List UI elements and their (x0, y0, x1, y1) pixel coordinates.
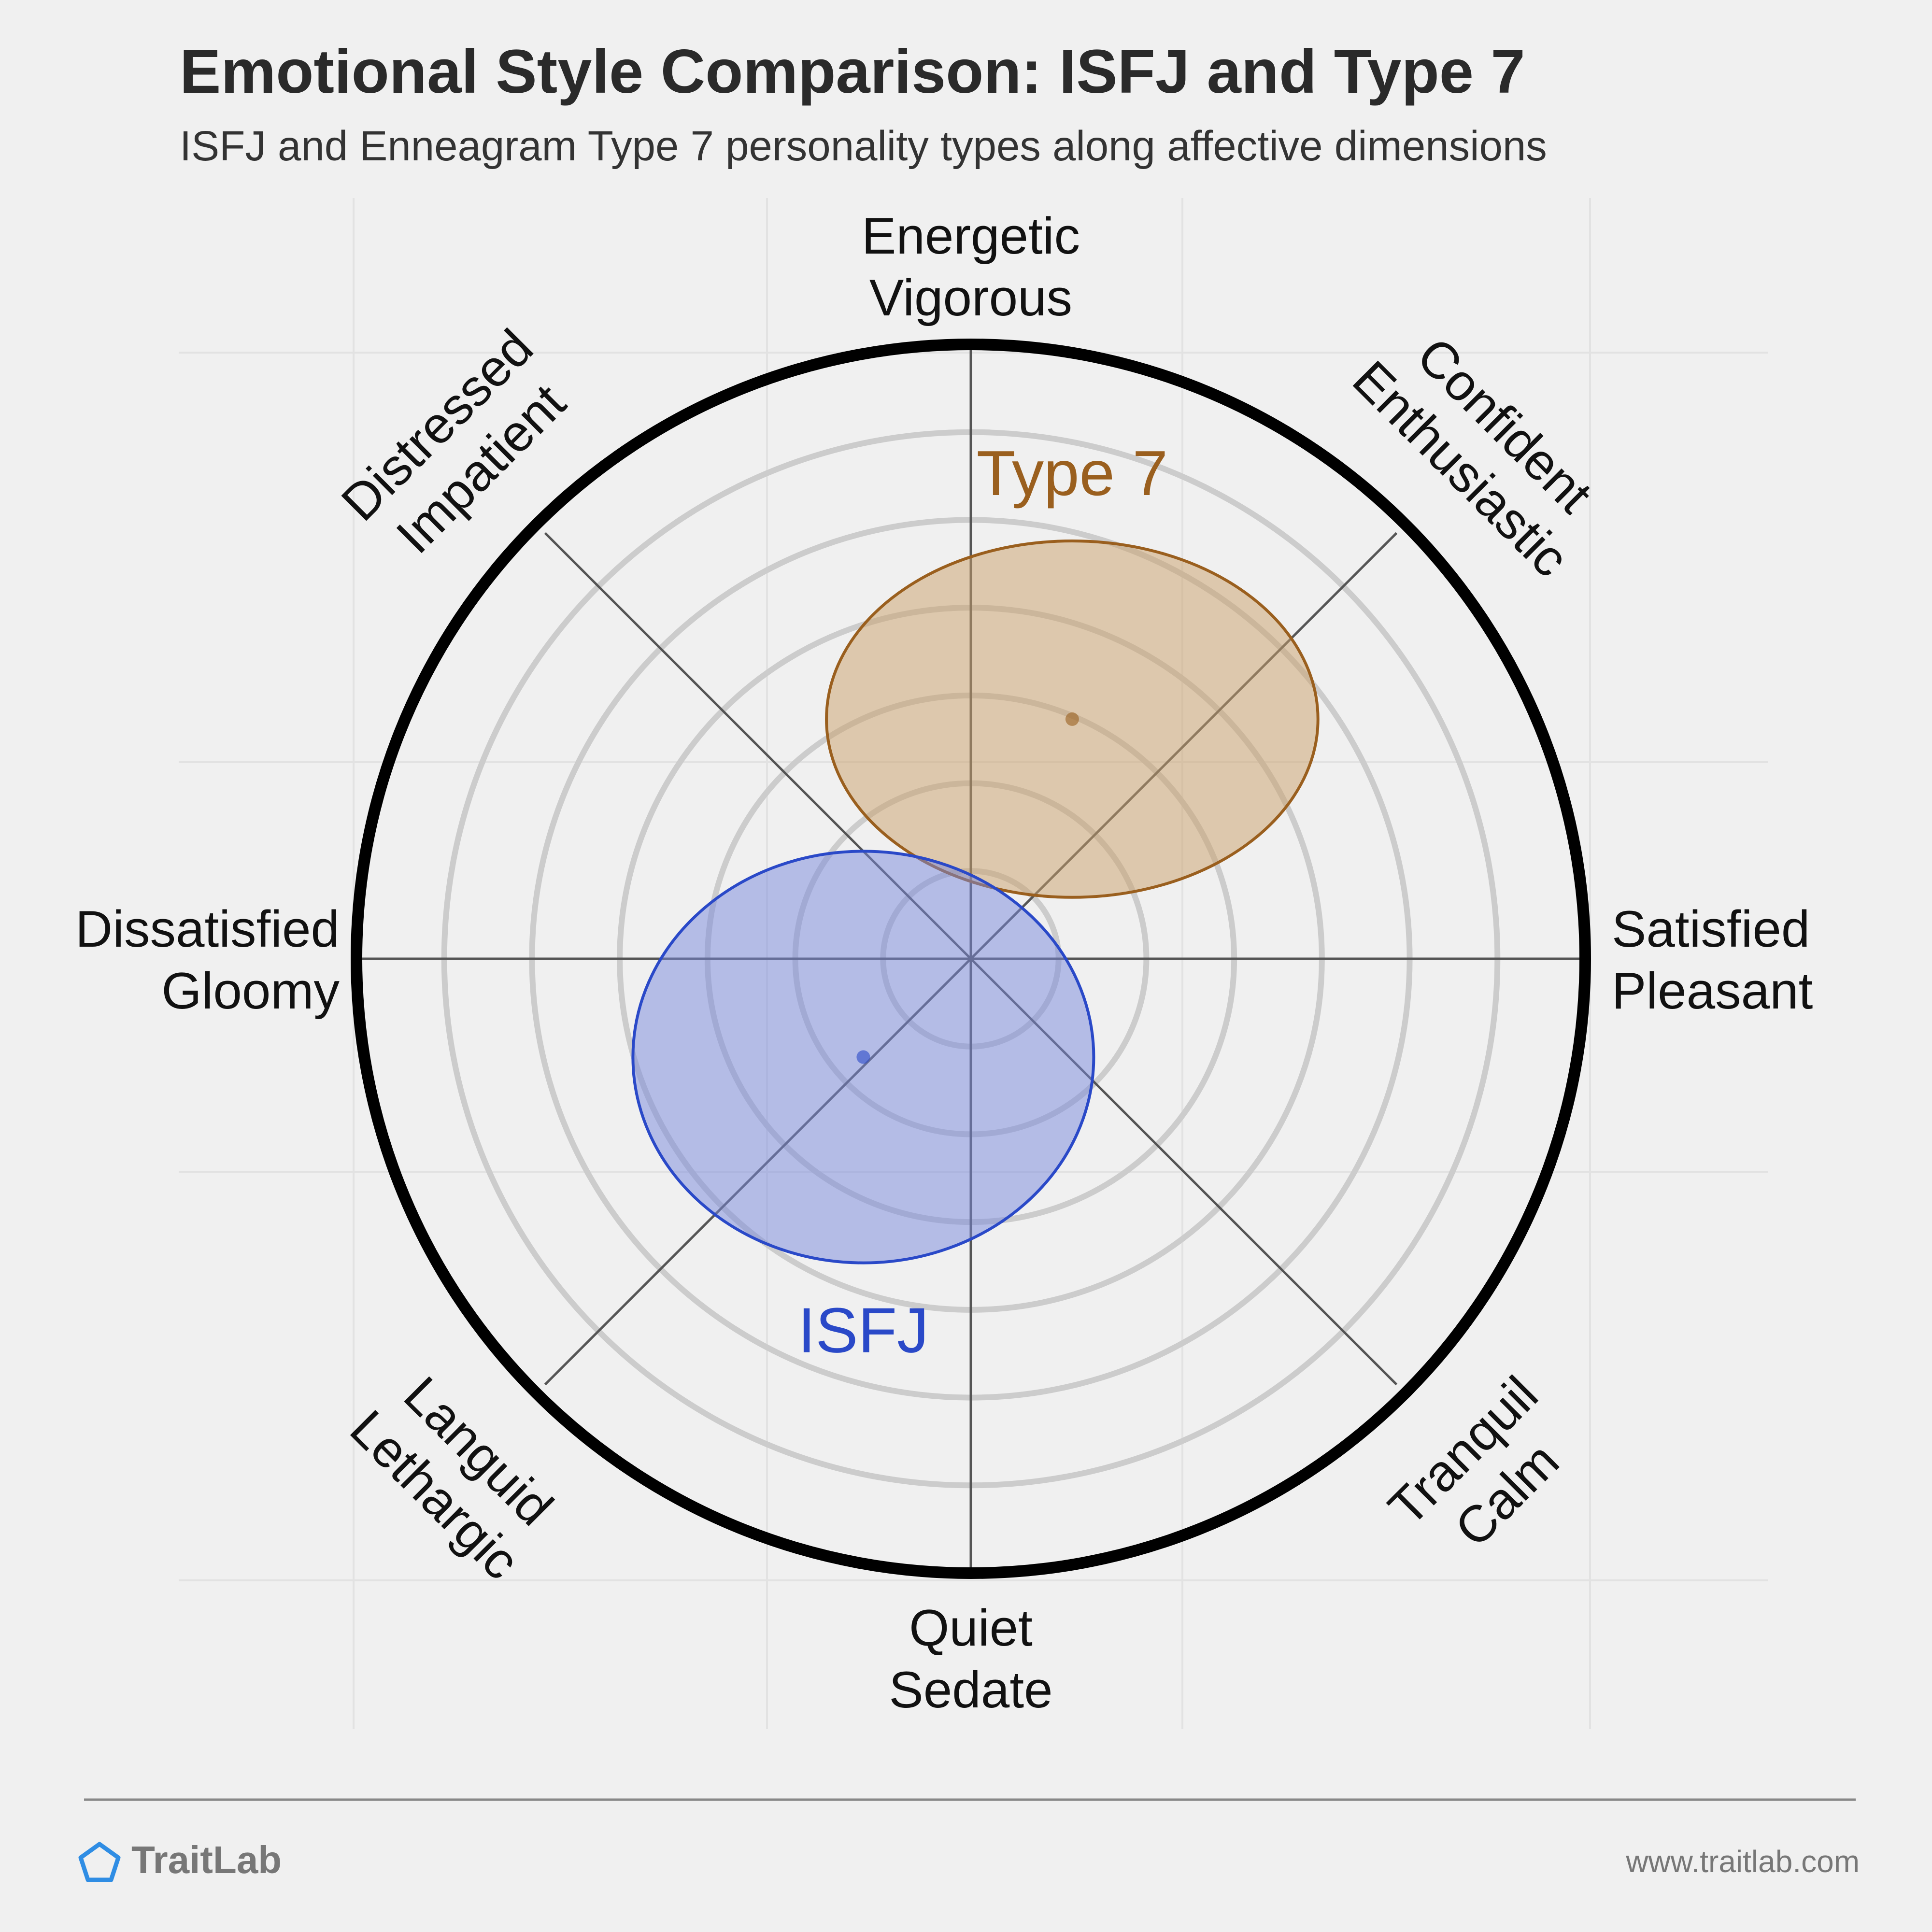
axis-label-line-gloomy: Gloomy (161, 962, 340, 1020)
axis-label-line-sedate: Sedate (889, 1661, 1052, 1719)
axis-label-line-pleasant: Pleasant (1612, 962, 1813, 1020)
axis-label-line-vigorous: Vigorous (869, 269, 1072, 327)
series-layer: Type 7 ISFJ (631, 438, 1320, 1366)
series-center-type-7 (1065, 712, 1079, 726)
chart-subtitle: ISFJ and Enneagram Type 7 personality ty… (180, 123, 1547, 170)
axis-label-line-dissatisfied: Dissatisfied (75, 900, 340, 958)
axis-labels: EnergeticVigorousConfidentEnthusiasticSa… (75, 207, 1813, 1719)
outer-circle (351, 339, 1591, 1579)
series-label-type-7: Type 7 (977, 438, 1168, 509)
series-center-isfj (856, 1050, 870, 1064)
series-label-isfj: ISFJ (798, 1295, 929, 1366)
traitlab-logo-icon (78, 1842, 121, 1882)
axis-label-line-quiet: Quiet (909, 1599, 1033, 1657)
chart-title: Emotional Style Comparison: ISFJ and Typ… (180, 37, 1525, 106)
site-url: www.traitlab.com (1625, 1844, 1860, 1879)
axis-label-line-satisfied: Satisfied (1612, 900, 1810, 958)
brand-name: TraitLab (131, 1838, 282, 1881)
axis-label-line-energetic: Energetic (862, 207, 1080, 265)
